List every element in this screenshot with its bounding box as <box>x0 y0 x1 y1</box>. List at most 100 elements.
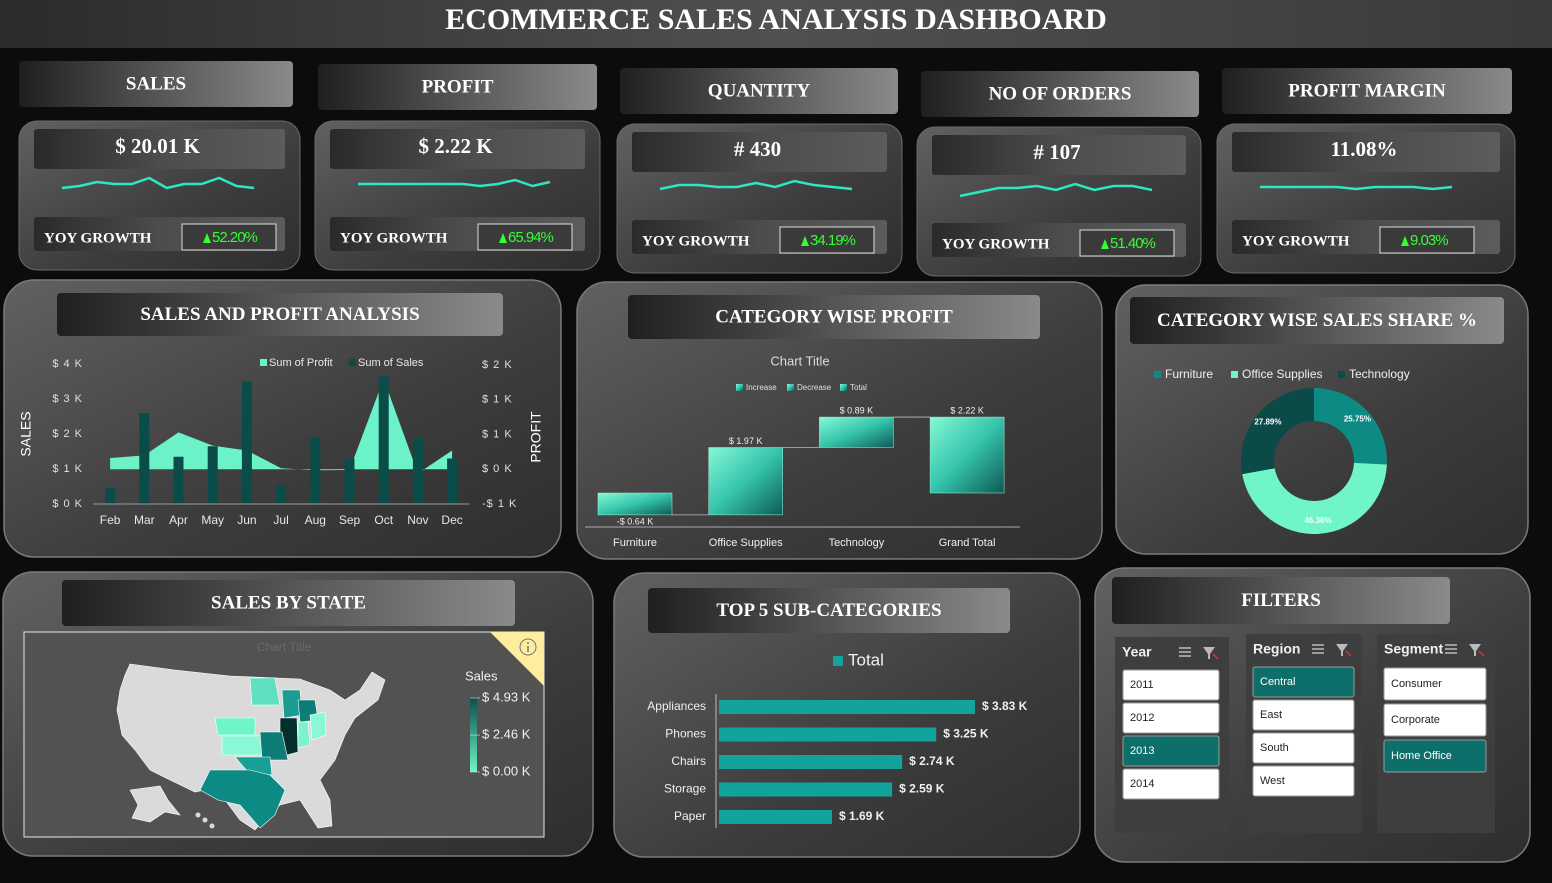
slicer-item-label: 2014 <box>1130 778 1154 790</box>
slicer-item[interactable] <box>1252 765 1355 797</box>
growth-arrow <box>1401 236 1409 246</box>
slicer-item-label: South <box>1260 742 1289 754</box>
hawaii <box>209 823 215 829</box>
panel-title: CATEGORY WISE SALES SHARE % <box>1157 310 1477 331</box>
kpi-growth-label: YOY GROWTH <box>1242 233 1350 249</box>
slicer-title: Segment <box>1384 641 1443 657</box>
y-tick-label: $ 4 K <box>52 358 83 370</box>
kpi-growth-box <box>477 223 573 251</box>
kpi-tab <box>19 61 293 107</box>
sales-bar <box>310 437 321 504</box>
kpi-growth-box <box>1079 229 1175 257</box>
panel-tab <box>57 293 503 336</box>
y-tick-label: Phones <box>665 727 706 741</box>
slicer-item-label: Corporate <box>1391 714 1440 726</box>
legend-swatch <box>349 359 356 366</box>
legend-swatch <box>736 384 743 391</box>
kpi-value-bar <box>330 129 585 169</box>
clear-filter-icon <box>1345 650 1352 657</box>
y2-axis-title: PROFIT <box>528 411 544 463</box>
kpi-tab <box>921 71 1199 117</box>
slicer-item[interactable] <box>1383 703 1487 737</box>
waterfall-bar <box>708 447 783 516</box>
sales-bar <box>378 376 389 504</box>
slicer-item[interactable] <box>1122 735 1220 767</box>
kpi-value: $ 2.22 K <box>418 134 493 158</box>
sales-bar <box>412 437 423 504</box>
state <box>234 756 273 776</box>
sales-bar <box>139 413 150 504</box>
kpi-value-bar <box>932 135 1186 175</box>
state <box>214 717 256 736</box>
slice-label: 46.36% <box>1304 516 1331 525</box>
y-tick-label: $ 3 K <box>52 393 83 405</box>
donut-slice <box>1241 388 1314 475</box>
slicer-item-label: East <box>1260 709 1282 721</box>
info-icon <box>527 642 529 644</box>
slicer-item-label: Home Office <box>1391 750 1452 762</box>
hawaii <box>195 812 201 818</box>
colorbar-label: $ 2.46 K <box>482 727 531 742</box>
chart-inner-title: Chart Title <box>770 353 829 368</box>
kpi-sparkline <box>659 179 853 191</box>
y-tick-label: Appliances <box>647 699 706 713</box>
x-tick-label: Technology <box>829 537 885 549</box>
state <box>297 721 311 749</box>
legend-swatch <box>787 384 794 391</box>
legend-swatch <box>833 656 843 666</box>
kpi-tab <box>1222 68 1512 114</box>
slice-label: 27.89% <box>1254 418 1281 427</box>
waterfall-bar <box>597 492 673 516</box>
clear-filter-icon <box>1469 644 1481 656</box>
info-corner <box>490 632 544 686</box>
kpi-sparkline <box>1260 185 1453 191</box>
x-tick-label: Dec <box>441 513 462 527</box>
sales-bar <box>344 458 355 504</box>
kpi-growth-value: 34.19% <box>810 232 856 249</box>
legend-swatch <box>1231 371 1238 378</box>
y2-tick-label: $ 0 K <box>482 463 513 475</box>
value-label: -$ 0.64 K <box>617 516 654 526</box>
info-icon <box>519 638 537 656</box>
value-label: $ 3.25 K <box>943 727 989 741</box>
map-title: Chart Title <box>257 640 312 654</box>
x-tick-label: Mar <box>134 513 155 527</box>
slicer-item[interactable] <box>1383 667 1487 701</box>
kpi-growth-value: 52.20% <box>212 229 258 246</box>
panel-tab <box>62 580 515 626</box>
sales-bar <box>447 458 458 504</box>
slicer-item[interactable] <box>1252 666 1355 698</box>
y2-tick-label: -$ 1 K <box>482 498 517 510</box>
slicer-item[interactable] <box>1122 669 1220 701</box>
y-tick-label: Paper <box>674 809 706 823</box>
slicer-item[interactable] <box>1252 732 1355 764</box>
growth-arrow <box>1101 239 1109 249</box>
growth-arrow <box>203 233 211 243</box>
waterfall-bar <box>819 416 894 448</box>
x-tick-label: Jul <box>273 513 288 527</box>
value-label: $ 0.89 K <box>840 405 874 415</box>
slicer-item[interactable] <box>1122 768 1220 800</box>
panel-title: TOP 5 SUB-CATEGORIES <box>716 600 941 621</box>
x-tick-label: Furniture <box>613 537 657 549</box>
kpi-sparkline <box>358 178 551 188</box>
kpi-label: NO OF ORDERS <box>989 83 1132 104</box>
kpi-value: 11.08% <box>1330 137 1397 161</box>
panel-tab <box>628 295 1040 339</box>
slicer-item[interactable] <box>1122 702 1220 734</box>
clear-filter-icon <box>1478 650 1485 657</box>
slicer-item[interactable] <box>1252 699 1355 731</box>
clear-filter-icon <box>1212 653 1219 660</box>
x-tick-label: Office Supplies <box>709 537 783 549</box>
legend-label: Decrease <box>797 383 832 392</box>
sales-bar <box>173 456 184 504</box>
clear-filter-icon <box>1336 644 1348 656</box>
slicer-item[interactable] <box>1383 739 1487 773</box>
state <box>309 711 327 741</box>
kpi-value: $ 20.01 K <box>115 134 200 158</box>
y2-tick-label: $ 1 K <box>482 428 513 440</box>
value-label: $ 1.97 K <box>729 436 763 446</box>
kpi-label: QUANTITY <box>708 80 811 101</box>
colorbar-label: $ 4.93 K <box>482 689 531 704</box>
value-label: $ 1.69 K <box>839 809 885 823</box>
